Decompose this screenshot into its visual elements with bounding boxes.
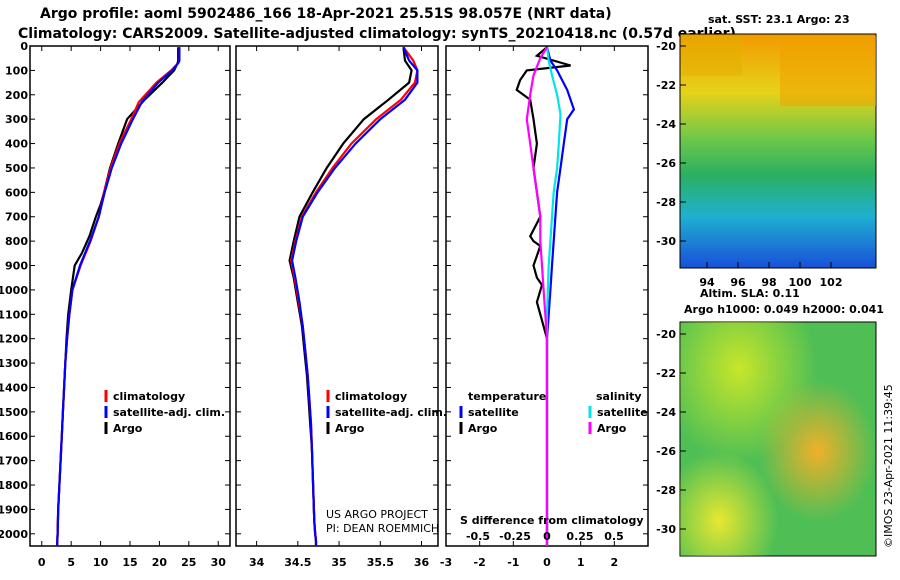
- y-tick-label: 800: [5, 235, 28, 248]
- y-tick-label: 1300: [0, 357, 28, 370]
- series-argo: [56, 47, 180, 547]
- y-tick-label: 500: [5, 162, 28, 175]
- map-y-tick-label: -28: [656, 484, 676, 497]
- x-tick-label: 15: [122, 556, 137, 569]
- series-satellite-adj-clim-: [290, 46, 419, 546]
- map-y-tick-label: -30: [656, 523, 676, 536]
- y-tick-label: 900: [5, 260, 28, 273]
- legend-argo: Argo: [113, 422, 143, 435]
- x-tick-label: -1: [507, 556, 519, 569]
- map-y-tick-label: -26: [656, 157, 676, 170]
- x-tick-label: 36: [414, 556, 430, 569]
- pi-annotation: PI: DEAN ROEMMICH: [326, 522, 439, 535]
- legend-argo-sal: Argo: [335, 422, 365, 435]
- y-tick-label: 1700: [0, 455, 28, 468]
- x-tick-label: 0: [543, 556, 551, 569]
- y-tick-label: 1400: [0, 381, 28, 394]
- y-tick-label: 1800: [0, 479, 28, 492]
- legend-temp-argo: Argo: [468, 422, 498, 435]
- salinity-tick-label: 0: [543, 530, 551, 543]
- map-x-tick-label: 94: [699, 276, 715, 289]
- y-tick-label: 300: [5, 113, 28, 126]
- map-x-tick-label: 100: [789, 276, 812, 289]
- legend-salinity-group: salinity: [596, 390, 642, 403]
- legend-climatology-sal: climatology: [335, 390, 407, 403]
- x-tick-label: 5: [67, 556, 75, 569]
- salinity-panel: [235, 45, 439, 547]
- difference-xlabel: S difference from climatology: [460, 514, 644, 527]
- sla-map-title-2: Argo h1000: 0.049 h2000: 0.041: [684, 303, 884, 316]
- legend-temperature-group: temperature: [468, 390, 546, 403]
- salinity-tick-label: -0.25: [499, 530, 531, 543]
- x-tick-label: 34.5: [284, 556, 311, 569]
- series-argo: [288, 47, 413, 546]
- y-tick-label: 1500: [0, 406, 28, 419]
- y-tick-label: 1900: [0, 503, 28, 516]
- project-annotation: US ARGO PROJECT: [326, 508, 428, 521]
- x-tick-label: -2: [474, 556, 486, 569]
- x-tick-label: 10: [93, 556, 109, 569]
- x-tick-label: 35: [331, 556, 346, 569]
- x-tick-label: 34: [249, 556, 265, 569]
- y-tick-label: 400: [5, 138, 28, 151]
- map-y-tick-label: -20: [656, 328, 676, 341]
- sla-map-title-1: Altim. SLA: 0.11: [700, 287, 800, 300]
- map-y-tick-label: -30: [656, 235, 676, 248]
- salinity-tick-label: -0.5: [466, 530, 490, 543]
- map-x-tick-label: 96: [730, 276, 746, 289]
- y-tick-label: 2000: [0, 528, 28, 541]
- x-tick-label: 1: [577, 556, 585, 569]
- x-tick-label: 20: [152, 556, 168, 569]
- title-line-1: Argo profile: aoml 5902486_166 18-Apr-20…: [40, 6, 612, 22]
- credit-text: ©IMOS 23-Apr-2021 11:39:45: [882, 384, 895, 548]
- x-tick-label: 2: [611, 556, 619, 569]
- legend-sal-satellite: satellite: [597, 406, 648, 419]
- map-y-tick-label: -22: [656, 367, 676, 380]
- y-tick-label: 700: [5, 211, 28, 224]
- y-tick-label: 200: [5, 89, 28, 102]
- x-tick-label: -3: [440, 556, 452, 569]
- map-x-tick-label: 98: [761, 276, 776, 289]
- series-climatology: [290, 46, 419, 546]
- map-y-tick-label: -28: [656, 196, 676, 209]
- y-tick-label: 0: [20, 40, 28, 53]
- title-line-2: Climatology: CARS2009. Satellite-adjuste…: [18, 26, 736, 42]
- series-climatology: [56, 47, 181, 547]
- x-tick-label: 30: [211, 556, 227, 569]
- salinity-tick-label: 0.5: [604, 530, 624, 543]
- legend-temp-satellite: satellite: [468, 406, 519, 419]
- y-tick-label: 1600: [0, 430, 28, 443]
- x-tick-label: 35.5: [367, 556, 394, 569]
- legend-climatology: climatology: [113, 390, 185, 403]
- map-y-tick-label: -22: [656, 79, 676, 92]
- sst-map-title: sat. SST: 23.1 Argo: 23: [708, 13, 850, 26]
- series-satellite-adj-clim-: [56, 47, 181, 547]
- map-y-tick-label: -20: [656, 40, 676, 53]
- y-tick-label: 1100: [0, 308, 28, 321]
- map-y-tick-label: -26: [656, 445, 676, 458]
- legend-satellite: satellite-adj. clim.: [113, 406, 225, 419]
- y-tick-label: 100: [5, 64, 28, 77]
- y-tick-label: 600: [5, 186, 28, 199]
- y-tick-label: 1000: [0, 284, 28, 297]
- legend-sal-argo: Argo: [597, 422, 627, 435]
- legend-satellite-sal: satellite-adj. clim.: [335, 406, 447, 419]
- x-tick-label: 25: [181, 556, 196, 569]
- map-y-tick-label: -24: [656, 406, 676, 419]
- salinity-tick-label: 0.25: [566, 530, 593, 543]
- x-tick-label: 0: [38, 556, 46, 569]
- map-x-tick-label: 102: [820, 276, 843, 289]
- y-tick-label: 1200: [0, 333, 28, 346]
- series-salinity-argo: [525, 46, 549, 546]
- map-y-tick-label: -24: [656, 118, 676, 131]
